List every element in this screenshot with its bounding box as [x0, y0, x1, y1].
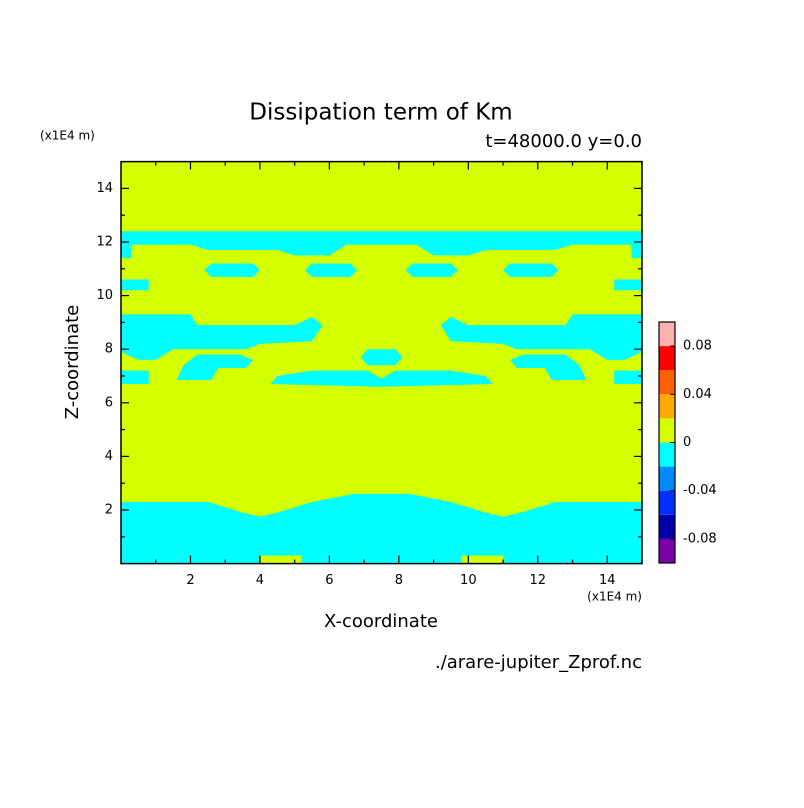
colorbar-bin — [659, 394, 675, 419]
y-unit: (x1E4 m) — [40, 129, 95, 143]
y-tick-label: 12 — [96, 235, 113, 250]
contour-region — [121, 370, 149, 385]
contour-region — [176, 354, 253, 381]
contour-region — [121, 231, 642, 259]
x-tick-label: 6 — [325, 573, 333, 588]
colorbar-tick-label: 0.04 — [683, 387, 712, 402]
colorbar-tick-label: 0 — [683, 435, 691, 450]
contour-region — [270, 370, 493, 387]
colorbar-tick-label: 0.08 — [683, 339, 712, 354]
colorbar-bin — [659, 370, 675, 395]
contour-region — [360, 349, 403, 366]
colorbar-bin — [659, 514, 675, 539]
x-tick-label: 2 — [186, 573, 194, 588]
y-tick-label: 6 — [105, 395, 113, 410]
contour-region — [259, 555, 302, 564]
colorbar-bin — [659, 490, 675, 515]
contour-region — [614, 370, 642, 385]
colorbar-tick-label: -0.04 — [683, 483, 717, 498]
axes — [120, 160, 643, 565]
contour-region — [405, 263, 458, 277]
x-tick-label: 4 — [256, 573, 264, 588]
contour-region — [121, 279, 149, 291]
contour-region — [461, 555, 504, 564]
y-tick-label: 8 — [105, 342, 113, 357]
contour-field — [121, 161, 642, 564]
x-tick-label: 10 — [460, 573, 477, 588]
colorbar-bin — [659, 466, 675, 491]
x-unit: (x1E4 m) — [587, 590, 642, 604]
y-axis-label: Z-coordinate — [62, 305, 83, 420]
colorbar-bin — [659, 322, 675, 347]
x-tick-label: 8 — [395, 573, 403, 588]
footer: ./arare-jupiter_Zprof.nc — [435, 652, 642, 673]
plot-frame — [120, 160, 643, 565]
contour-region — [121, 493, 642, 564]
y-tick-label: 14 — [96, 181, 113, 196]
contour-region — [440, 314, 642, 360]
chart-title: Dissipation term of Km — [249, 100, 512, 126]
colorbar-bin — [659, 418, 675, 443]
x-tick-label: 14 — [599, 573, 616, 588]
colorbar-bin — [659, 442, 675, 467]
contour-region — [503, 263, 559, 277]
contour-region — [204, 263, 260, 277]
colorbar-bin — [659, 538, 675, 563]
colorbar-bin — [659, 346, 675, 371]
x-axis-label: X-coordinate — [324, 611, 438, 632]
y-tick-label: 4 — [105, 449, 113, 464]
contour-region — [305, 263, 358, 277]
contour-region — [121, 314, 323, 360]
y-tick-label: 2 — [105, 503, 113, 518]
x-tick-label: 12 — [530, 573, 547, 588]
contour-region — [614, 279, 642, 291]
colorbar-tick-label: -0.08 — [683, 531, 717, 546]
subtitle: t=48000.0 y=0.0 — [485, 131, 642, 152]
y-tick-label: 10 — [96, 288, 113, 303]
contour-region — [510, 354, 587, 381]
